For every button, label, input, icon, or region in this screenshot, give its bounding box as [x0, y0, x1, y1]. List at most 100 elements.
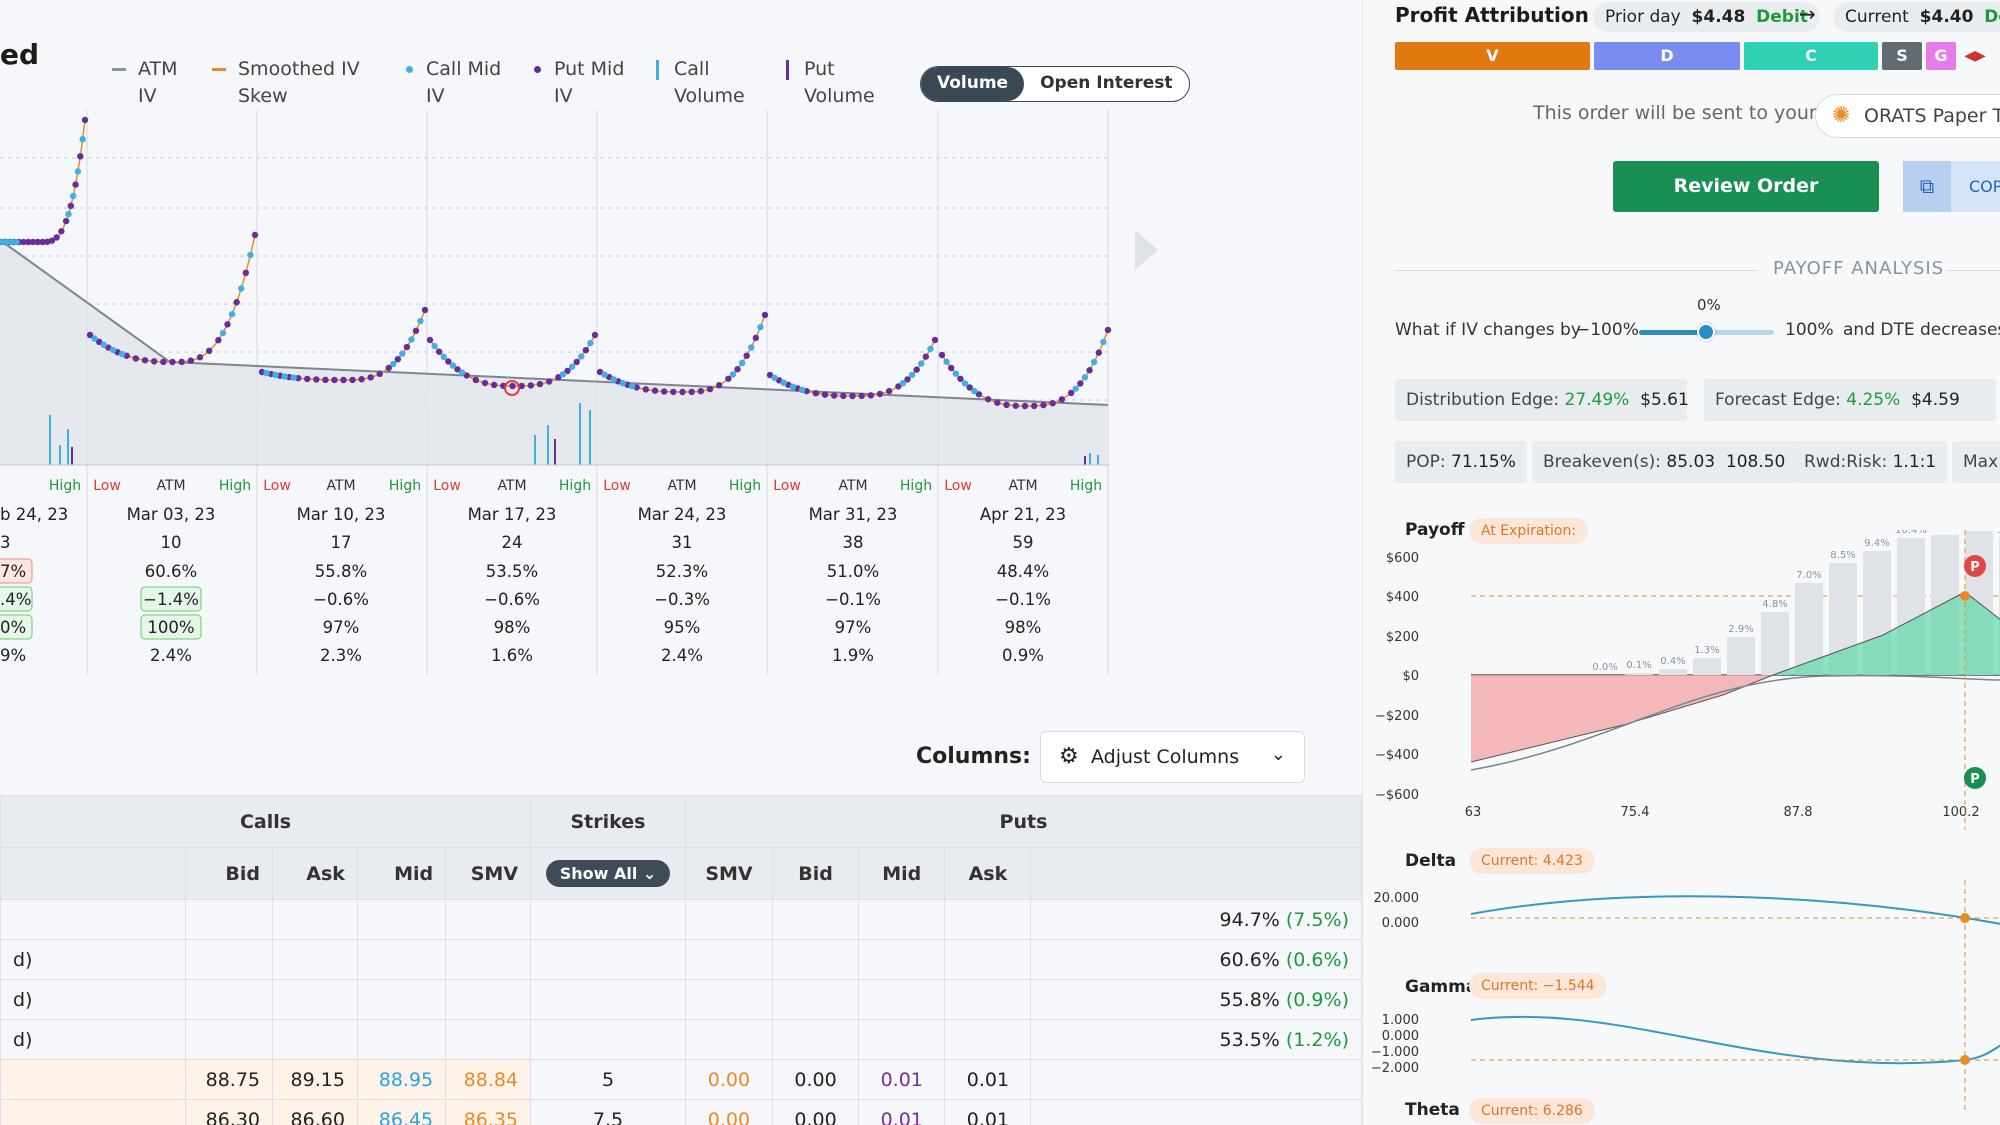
expiry-cell: 48.4% [997, 562, 1049, 581]
iv-point [573, 358, 580, 366]
col-put-smv[interactable]: SMV [684, 847, 773, 900]
iv-point [205, 347, 213, 355]
put-mid[interactable]: 0.01 [858, 1059, 946, 1100]
adjust-columns-button[interactable]: ⚙ Adjust Columns ⌄ [1040, 731, 1305, 783]
iv-point [1003, 401, 1010, 409]
trade-panel: Profit Attributioni Prior day $4.48 Debi… [1362, 0, 2000, 1125]
iv-point [238, 285, 245, 292]
attr-bar-g[interactable]: G [1926, 42, 1956, 70]
col-put-mid[interactable]: Mid [858, 847, 946, 900]
expiry-cell: −0.6% [313, 590, 369, 609]
put-ask[interactable]: 0.01 [944, 1099, 1032, 1125]
iv-point [454, 366, 461, 373]
put-ask[interactable]: 0.01 [944, 1059, 1032, 1100]
toggle-volume[interactable]: Volume [921, 67, 1025, 101]
call-mid[interactable]: 88.95 [356, 1059, 447, 1100]
iv-point [247, 251, 254, 259]
call-ask[interactable]: 89.15 [272, 1059, 358, 1100]
expiry-cell: 53.5% [486, 562, 538, 581]
tick-low: Low [603, 478, 631, 494]
toggle-open-interest[interactable]: Open Interest [1040, 73, 1173, 93]
iv-point [367, 374, 374, 381]
attr-bar-c[interactable]: C [1744, 42, 1878, 70]
expiry-cell: 2.3% [320, 646, 362, 665]
iv-point [215, 337, 222, 344]
iv-point [895, 383, 902, 390]
strike: 7.5 [530, 1099, 686, 1125]
bar-label: 2.9% [1728, 624, 1753, 635]
payoff-chart: $600 $400 $200 $0 −$200 −$400 −$600 63 75.4 87.8 1… [1375, 530, 2000, 830]
iv-point [77, 153, 84, 160]
col-call-smv[interactable]: SMV [445, 847, 532, 900]
legend-label: Call Volume [674, 58, 745, 107]
iv-point [449, 362, 457, 369]
theta-label: Theta [1405, 1100, 1460, 1120]
attr-bar-more-icon[interactable]: ◀▶ [1964, 48, 1986, 64]
expiry-summary-row[interactable]: d) 53.5% (1.2%) [0, 1019, 1362, 1060]
expiry-cell: 17 [331, 533, 352, 552]
iv-point [3, 238, 11, 246]
col-call-ask[interactable]: Ask [272, 847, 358, 900]
legend-item[interactable]: ATM IV [112, 56, 178, 110]
expiry-cell: 98% [494, 618, 531, 637]
iv-point [1081, 374, 1089, 381]
table-row[interactable]: 88.75 89.15 88.95 88.84 5 0.00 0.00 0.01 0.01 [0, 1059, 1362, 1100]
theta-badge: Current: 6.286 [1469, 1098, 1595, 1124]
expiry-summary-row[interactable]: d) 60.6% (0.6%) [0, 939, 1362, 980]
put-smv: 0.00 [684, 1059, 773, 1100]
expiry-cell: −0.3% [654, 590, 710, 609]
col-put-ask[interactable]: Ask [944, 847, 1032, 900]
legend-item[interactable]: Put Volume [786, 56, 875, 110]
put-bid[interactable]: 0.00 [771, 1059, 860, 1100]
iv-point [394, 356, 402, 363]
iv-point [74, 168, 82, 175]
y-tick: 20.000 [1374, 891, 1420, 906]
volume-oi-toggle[interactable]: Volume Open Interest [920, 66, 1190, 102]
attr-bar-d[interactable]: D [1594, 42, 1740, 70]
broker-selector[interactable]: ✺ ORATS Paper T [1815, 94, 2000, 138]
legend-item[interactable]: Call Mid IV [406, 56, 501, 110]
expiry-summary-row[interactable]: d) 55.8% (0.9%) [0, 979, 1362, 1020]
expiry-summary-row[interactable]: 94.7% (7.5%) [0, 899, 1362, 940]
y-tick: −$200 [1375, 709, 1419, 724]
iv-point [385, 364, 392, 372]
expiry-cell: 0% [0, 618, 26, 637]
legend-item[interactable]: Smoothed IV Skew [212, 56, 360, 110]
expiry-cell: 97% [323, 618, 360, 637]
legend-item[interactable]: Put Mid IV [534, 56, 624, 110]
tick-high: High [559, 478, 591, 494]
put-bid[interactable]: 0.00 [771, 1099, 860, 1125]
review-order-button[interactable]: Review Order [1613, 161, 1879, 212]
strike-filter-dropdown[interactable]: Show All ⌄ [545, 860, 671, 887]
chevron-down-icon: ⌄ [1270, 744, 1286, 765]
call-ask[interactable]: 86.60 [272, 1099, 358, 1125]
call-bid[interactable]: 86.30 [185, 1099, 274, 1125]
bar-label: 10.6% [1929, 530, 1961, 533]
iv-slider-handle[interactable] [1697, 323, 1715, 341]
table-row[interactable]: 86.30 86.60 86.45 86.35 7.5 0.00 0.00 0.01 0.01 [0, 1099, 1362, 1125]
strikes-header: Strikes [530, 795, 686, 848]
iv-point [587, 339, 594, 347]
col-put-bid[interactable]: Bid [771, 847, 860, 900]
expiry-cell: Apr 21, 23 [980, 505, 1066, 524]
legend-item[interactable]: Call Volume [656, 56, 745, 110]
expiry-cell: Mar 03, 23 [127, 505, 216, 524]
col-call-mid[interactable]: Mid [356, 847, 447, 900]
probability-bar [1693, 658, 1721, 675]
expiry-cell: −1.4% [143, 590, 199, 609]
iv-point [766, 371, 774, 379]
tick-high: High [219, 478, 251, 494]
y-tick: −2.000 [1371, 1061, 1419, 1076]
call-mid[interactable]: 86.45 [356, 1099, 447, 1125]
iv-point [67, 202, 75, 210]
iv-point [228, 310, 236, 318]
call-bid[interactable]: 88.75 [185, 1059, 274, 1100]
col-call-bid[interactable]: Bid [185, 847, 274, 900]
put-mid[interactable]: 0.01 [858, 1099, 946, 1125]
attr-bar-s[interactable]: S [1882, 42, 1922, 70]
y-tick: $600 [1386, 551, 1419, 566]
iv-point [961, 380, 969, 387]
attr-bar-v[interactable]: V [1395, 42, 1590, 70]
copy-button[interactable]: ⧉ COP [1903, 161, 2000, 212]
